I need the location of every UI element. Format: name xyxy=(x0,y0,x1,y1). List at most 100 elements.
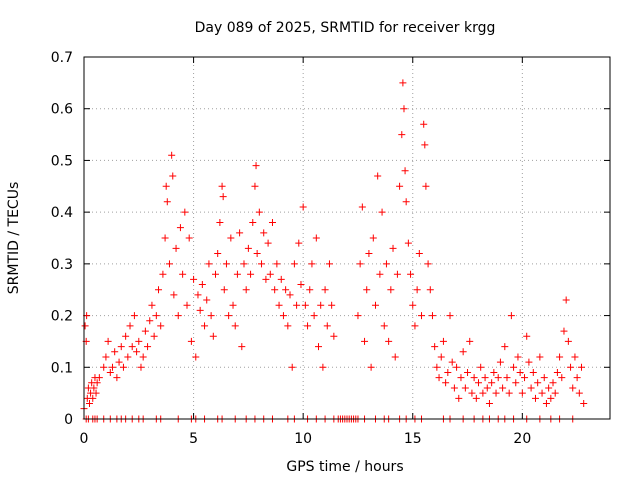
data-point xyxy=(284,322,292,330)
data-point xyxy=(468,389,476,397)
data-point xyxy=(219,193,227,201)
data-point xyxy=(233,270,241,278)
data-point xyxy=(139,353,147,361)
data-point xyxy=(358,203,366,211)
data-point xyxy=(304,322,312,330)
data-point xyxy=(393,270,401,278)
data-point xyxy=(244,244,252,252)
data-point xyxy=(426,286,434,294)
data-point xyxy=(369,234,377,242)
data-point xyxy=(119,363,127,371)
plot-frame xyxy=(83,56,611,420)
data-point xyxy=(133,348,141,356)
data-point xyxy=(89,394,97,402)
data-point xyxy=(553,368,561,376)
data-point xyxy=(420,120,428,128)
data-point xyxy=(494,374,502,382)
data-point xyxy=(475,379,482,387)
data-point xyxy=(407,270,415,278)
data-point xyxy=(150,332,158,340)
data-point xyxy=(558,374,566,382)
data-point xyxy=(162,182,170,190)
data-point xyxy=(477,363,485,371)
data-point xyxy=(391,353,399,361)
data-point xyxy=(317,301,325,309)
data-point xyxy=(488,379,496,387)
data-point xyxy=(251,182,259,190)
y-tick-label: 0.3 xyxy=(51,257,73,273)
data-point xyxy=(262,275,270,283)
data-point xyxy=(144,343,152,351)
data-point xyxy=(117,343,125,351)
data-point xyxy=(161,234,169,242)
data-point xyxy=(569,384,577,392)
data-point xyxy=(236,229,244,237)
data-point xyxy=(481,374,489,382)
data-point xyxy=(374,172,382,180)
data-point xyxy=(507,312,515,320)
data-point xyxy=(102,353,110,361)
data-point xyxy=(183,301,191,309)
data-point xyxy=(240,260,248,268)
data-point xyxy=(268,218,276,226)
data-point xyxy=(159,270,167,278)
data-point xyxy=(194,291,202,299)
data-point xyxy=(560,327,568,335)
data-point xyxy=(174,312,182,320)
x-tick-label: 5 xyxy=(189,431,198,447)
chart-title: Day 089 of 2025, SRMTID for receiver krg… xyxy=(195,20,496,36)
data-point xyxy=(288,363,296,371)
data-point xyxy=(428,312,436,320)
data-point xyxy=(126,322,134,330)
data-point xyxy=(168,151,176,159)
data-point xyxy=(95,374,103,382)
data-point xyxy=(190,275,198,283)
data-point xyxy=(128,343,136,351)
data-point xyxy=(575,389,583,397)
data-point xyxy=(505,389,513,397)
data-point xyxy=(485,399,493,407)
data-point xyxy=(282,286,290,294)
y-tick-label: 0.7 xyxy=(51,50,73,66)
data-point xyxy=(571,353,579,361)
data-point xyxy=(461,384,469,392)
data-point xyxy=(367,363,375,371)
data-point xyxy=(308,260,316,268)
data-point xyxy=(295,239,303,247)
data-point xyxy=(275,301,283,309)
data-point xyxy=(492,389,500,397)
data-point xyxy=(163,198,171,206)
data-point xyxy=(93,379,101,387)
data-point xyxy=(247,270,255,278)
data-point xyxy=(442,379,450,387)
data-point xyxy=(380,322,388,330)
y-axis: 0 0.1 0.2 0.3 0.4 0.5 0.6 0.7 xyxy=(51,50,610,428)
x-tick-label: 20 xyxy=(513,431,531,447)
data-point xyxy=(457,374,465,382)
data-point xyxy=(169,172,177,180)
data-point xyxy=(399,79,407,87)
data-point xyxy=(207,312,215,320)
data-point xyxy=(201,322,209,330)
data-points xyxy=(80,79,588,423)
data-point xyxy=(301,301,309,309)
data-point xyxy=(148,301,156,309)
data-point xyxy=(92,389,100,397)
data-point xyxy=(293,301,301,309)
data-point xyxy=(459,348,467,356)
data-point xyxy=(255,208,263,216)
data-point xyxy=(196,306,204,314)
y-axis-label: SRMTID / TECUs xyxy=(6,182,22,295)
data-point xyxy=(382,260,390,268)
data-point xyxy=(402,198,410,206)
data-point xyxy=(179,270,187,278)
data-point xyxy=(187,337,195,345)
data-point xyxy=(510,363,518,371)
data-point xyxy=(411,322,419,330)
data-point xyxy=(218,182,226,190)
data-point xyxy=(439,337,447,345)
data-point xyxy=(521,374,529,382)
data-point xyxy=(387,286,395,294)
data-point xyxy=(444,368,452,376)
